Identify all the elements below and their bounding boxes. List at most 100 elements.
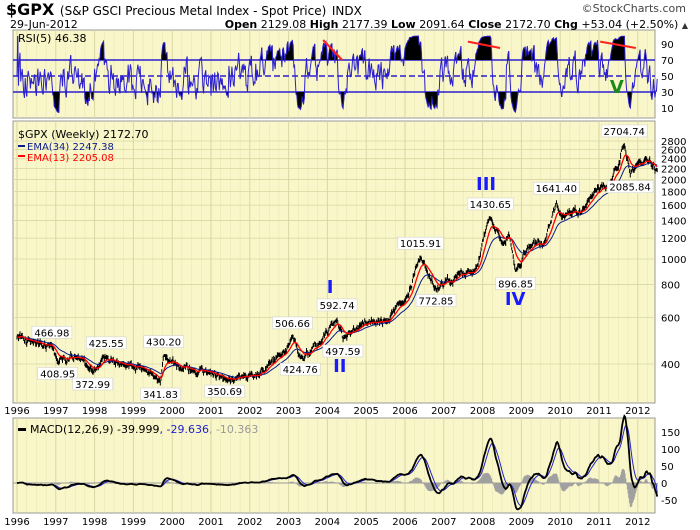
price-annotation-box: [322, 344, 364, 358]
ema13-legend-swatch: [18, 155, 25, 157]
macd-xtick-label: 1997: [43, 517, 68, 528]
price-annotation: 506.66: [275, 319, 310, 330]
symbol: $GPX: [6, 0, 55, 19]
price-ytick-label: 1400: [661, 216, 686, 227]
price-annotation: 1015.91: [400, 239, 441, 250]
macd-xtick-label: 2009: [509, 517, 534, 528]
price-annotation-box: [140, 387, 181, 401]
exchange: INDX: [331, 4, 362, 18]
macd-xtick-label: 2012: [625, 517, 650, 528]
price-annotation-box: [72, 377, 113, 391]
macd-xtick-label: 2010: [547, 517, 572, 528]
macd-legend-swatch: [18, 428, 26, 431]
wave-label: III: [476, 174, 496, 195]
rsi-ytick-label: 90: [661, 40, 674, 51]
rsi-divergence-line: [467, 40, 501, 49]
chart-header: $GPX (S&P GSCI Precious Metal Index - Sp…: [0, 0, 700, 32]
price-xtick-label: 2003: [276, 406, 301, 417]
macd-xtick-label: 2001: [198, 517, 223, 528]
price-annotation: 592.74: [320, 301, 355, 312]
ohlc-summary: Open 2129.08 High 2177.39 Low 2091.64 Cl…: [225, 18, 688, 32]
price-annotation: 896.85: [498, 279, 533, 290]
price-annotation: 497.59: [325, 347, 360, 358]
macd-panel: 150 100 50 0 -50 MACD(12,26,9) -39.999, -29.6…: [4, 414, 680, 528]
price-annotation-box: [143, 335, 184, 348]
high-label: High: [309, 18, 339, 31]
rsi-ytick-label: 50: [661, 72, 674, 83]
price-ytick-label: 1000: [661, 255, 686, 266]
price-xtick-label: 2005: [353, 406, 378, 417]
wave-label: IV: [505, 289, 526, 310]
price-annotation-box: [397, 236, 444, 250]
price-xtick-label: 2002: [237, 406, 262, 417]
price-ytick-label: 2800: [661, 137, 686, 148]
price-panel: 2800260024002200200018001600140012001000…: [4, 77, 686, 417]
macd-legend-name: MACD(12,26,9): [30, 423, 117, 436]
rsi-ytick-label: 70: [661, 56, 674, 67]
macd-legend: MACD(12,26,9) -39.999, -29.636, -10.363: [30, 423, 258, 436]
rsi-ytick-label: 30: [661, 88, 674, 99]
price-ytick-label: 1600: [661, 201, 686, 212]
ema34-legend-swatch: [18, 145, 25, 147]
macd-ytick-label: 50: [661, 462, 674, 473]
price-ytick-label: 1800: [661, 188, 686, 199]
rsi-legend: RSI(5) 46.38: [18, 32, 86, 45]
macd-xtick-label: 2005: [353, 517, 378, 528]
price-annotation-box: [31, 326, 73, 339]
price-ytick-label: 800: [661, 281, 680, 292]
close-value: 2172.70: [505, 18, 551, 31]
price-xtick-label: 2001: [198, 406, 223, 417]
price-annotation: 466.98: [34, 328, 69, 339]
rsi-ytick-label: 10: [661, 104, 674, 115]
open-label: Open: [224, 18, 258, 31]
price-xtick-label: 2000: [159, 406, 184, 417]
chart-title: $GPX (S&P GSCI Precious Metal Index - Sp…: [6, 1, 362, 20]
price-annotation: 341.83: [143, 390, 178, 401]
macd-xtick-label: 2008: [470, 517, 495, 528]
price-annotation: 2704.74: [604, 127, 645, 138]
up-triangle-icon: ▲: [681, 21, 688, 30]
price-xtick-label: 2004: [315, 406, 340, 417]
price-annotation-box: [467, 197, 514, 211]
price-annotation-box: [85, 336, 127, 350]
macd-legend-macd: -39.999: [117, 423, 159, 436]
price-annotation-box: [533, 181, 580, 195]
index-name: (S&P GSCI Precious Metal Index - Spot Pr…: [59, 4, 327, 18]
rsi-divergence-line: [322, 39, 343, 61]
price-ytick-label: 600: [661, 314, 680, 325]
price-annotation-box: [495, 277, 536, 290]
price-xtick-label: 2008: [470, 406, 495, 417]
close-label: Close: [468, 18, 502, 31]
price-annotation-box: [272, 316, 313, 330]
price-annotation-box: [600, 124, 648, 138]
price-xtick-label: 1998: [82, 406, 107, 417]
price-annotation: 1641.40: [536, 184, 577, 195]
rsi-panel: 90 70 50 30 10 RSI(5) 46.38: [12, 29, 674, 119]
ema34-legend: EMA(34) 2247.38: [27, 142, 114, 153]
wave-label: V: [610, 77, 624, 98]
macd-xtick-label: 1996: [4, 517, 29, 528]
macd-background: [12, 417, 656, 514]
price-annotation-box: [316, 298, 358, 312]
rsi-line: [16, 35, 658, 114]
macd-ytick-label: 100: [661, 445, 680, 456]
macd-legend-hist: , -10.363: [209, 423, 258, 436]
macd-xtick-label: 1999: [121, 517, 146, 528]
price-ytick-label: 400: [661, 360, 680, 371]
price-annotation-box: [37, 367, 78, 380]
macd-ytick-label: 0: [661, 479, 667, 490]
price-legend: $GPX (Weekly) 2172.70: [18, 128, 148, 141]
low-value: 2091.64: [419, 18, 465, 31]
macd-xtick-label: 1998: [82, 517, 107, 528]
price-xtick-label: 2007: [431, 406, 456, 417]
price-xtick-label: 2011: [586, 406, 611, 417]
price-xtick-label: 1997: [43, 406, 68, 417]
wave-label: II: [333, 356, 346, 377]
price-annotation: 372.99: [75, 380, 110, 391]
macd-xtick-label: 2011: [586, 517, 611, 528]
macd-line: [16, 414, 659, 511]
price-xtick-label: 2010: [547, 406, 572, 417]
price-annotation: 350.69: [207, 387, 242, 398]
price-annotation: 430.20: [146, 338, 181, 349]
